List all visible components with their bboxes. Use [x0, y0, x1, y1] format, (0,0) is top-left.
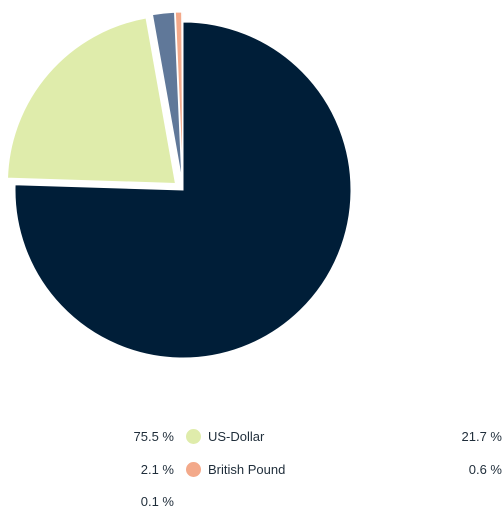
slice-1-value: 75.5 % — [133, 429, 174, 444]
legend-label-british-pound: British Pound — [208, 462, 286, 477]
pie-chart — [7, 11, 352, 359]
slice-3-value: 2.1 % — [140, 462, 174, 477]
slice-2-value: 21.7 % — [461, 429, 502, 444]
pie-slice-3 — [151, 11, 183, 181]
legend-entry-british-pound: British Pound — [186, 459, 285, 481]
pie-slice-5 — [181, 11, 184, 181]
legend-row-2: 2.1 % British Pound 0.6 % — [0, 459, 504, 481]
slice-4-value: 0.6 % — [468, 462, 502, 477]
pie-slice-1 — [14, 21, 352, 359]
legend-label-us-dollar: US-Dollar — [208, 429, 265, 444]
slice-5-value: 0.1 % — [140, 494, 174, 509]
legend-swatch-british-pound — [186, 462, 201, 478]
legend-row-1: 75.5 % US-Dollar 21.7 % — [0, 426, 504, 448]
legend-entry-us-dollar: US-Dollar — [186, 426, 264, 448]
legend-row-3: 0.1 % — [0, 491, 504, 513]
pie-slice-2 — [7, 17, 177, 184]
legend-swatch-us-dollar — [186, 429, 201, 445]
